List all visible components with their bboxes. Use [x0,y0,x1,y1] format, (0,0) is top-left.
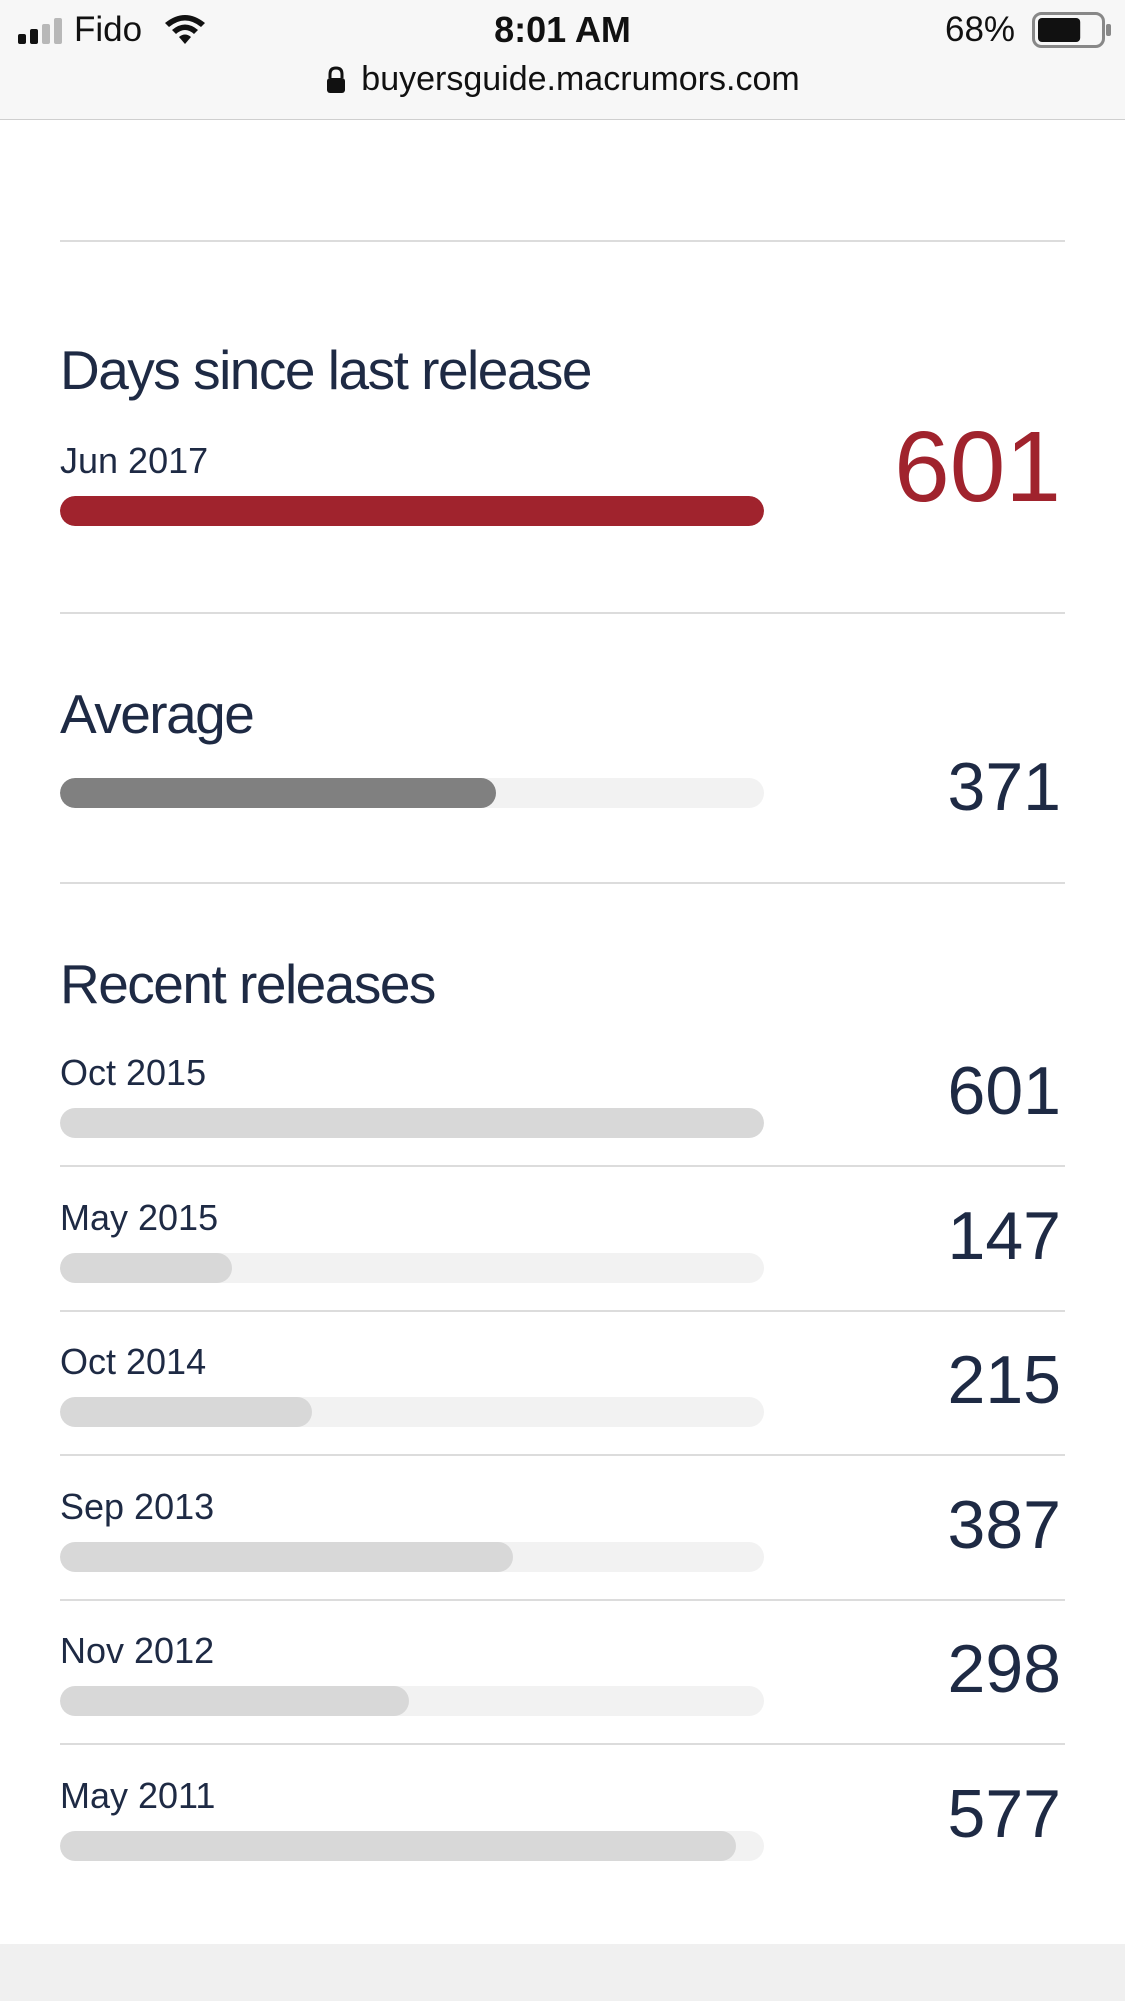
address-bar[interactable]: buyersguide.macrumors.com [0,60,1125,99]
recent-release-bar [60,1397,313,1427]
url-text: buyersguide.macrumors.com [361,60,800,98]
recent-release-bar [60,1108,764,1138]
days-since-bar-track [60,496,764,526]
recent-release-date: May 2015 [60,1196,219,1238]
days-since-bar [60,496,764,526]
recent-release-date: Nov 2012 [60,1630,215,1671]
recent-release-bar-track [60,1830,764,1861]
days-since-value: 601 [894,411,1061,523]
days-since-title: Days since last release [60,339,593,401]
carrier-name: Fido [74,10,143,49]
average-bar-track [60,778,764,808]
recent-release-bar [60,1686,410,1716]
average-title: Average [60,683,255,745]
row-divider [60,1165,1065,1167]
recent-release-bar-track [60,1397,764,1427]
clock: 8:01 AM [494,9,631,50]
battery-percent: 68% [945,10,1016,49]
recent-release-days: 215 [947,1342,1061,1418]
status-bar: Fido 8:01 AM 68% buyersguide.macrumors.c… [0,0,1125,120]
recent-release-bar-track [60,1541,764,1572]
section-divider [60,240,1065,242]
row-divider [60,1309,1065,1312]
recent-release-bar [60,1541,514,1572]
row-divider [60,1454,1065,1456]
last-release-date: Jun 2017 [60,440,209,481]
recent-release-days: 147 [947,1197,1061,1274]
lock-icon [327,66,346,93]
battery-icon [1032,12,1111,48]
recent-release-bar [60,1252,233,1283]
section-divider [60,612,1065,614]
average-value: 371 [947,749,1061,825]
recent-release-bar-track [60,1686,764,1716]
recent-release-days: 298 [947,1631,1061,1707]
recent-releases-title: Recent releases [60,953,436,1015]
recent-release-bar [60,1830,736,1861]
average-bar [60,778,497,808]
recent-release-bar-track [60,1108,764,1138]
recent-release-date: Oct 2015 [60,1052,207,1093]
recent-release-days: 601 [947,1053,1061,1129]
recent-release-date: Oct 2014 [60,1341,207,1382]
recent-release-date: May 2011 [60,1774,216,1816]
recent-release-days: 577 [947,1775,1061,1852]
section-divider [60,882,1065,884]
recent-release-days: 387 [947,1486,1061,1563]
row-divider [60,1743,1065,1745]
wifi-icon [165,15,205,44]
row-divider [60,1598,1065,1601]
recent-release-bar-track [60,1252,764,1283]
recent-release-date: Sep 2013 [60,1485,215,1527]
signal-icon [18,18,62,44]
page-footer [0,1944,1125,2001]
